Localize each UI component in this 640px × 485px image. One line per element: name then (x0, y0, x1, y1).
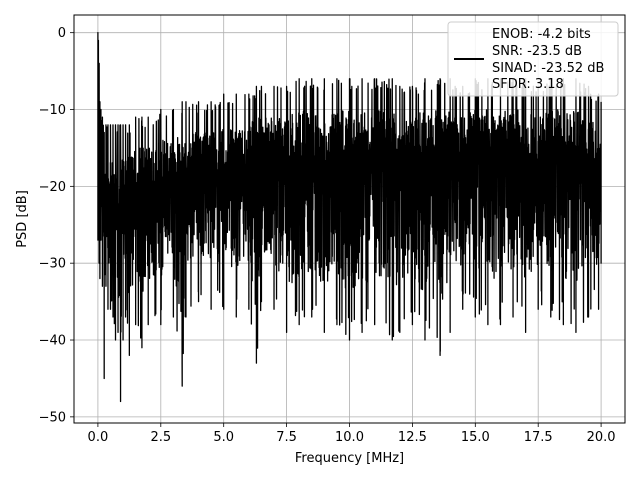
y-tick-label: −20 (39, 180, 66, 195)
x-tick-label: 10.0 (335, 430, 364, 445)
legend-entry-enob: ENOB: -4.2 bits (492, 27, 591, 42)
x-tick-label: 15.0 (461, 430, 490, 445)
legend-entry-sinad: SINAD: -23.52 dB (492, 61, 604, 76)
legend-entry-snr: SNR: -23.5 dB (492, 44, 582, 59)
x-axis-label: Frequency [MHz] (295, 451, 404, 466)
y-axis-ticks: 0 −10 −20 −30 −40 −50 (39, 26, 74, 425)
y-tick-label: 0 (58, 26, 66, 41)
x-tick-label: 0.0 (88, 430, 109, 445)
x-tick-label: 12.5 (398, 430, 427, 445)
x-tick-label: 17.5 (524, 430, 553, 445)
y-tick-label: −50 (39, 410, 66, 425)
x-tick-label: 7.5 (276, 430, 297, 445)
legend-entry-sfdr: SFDR: 3.18 (492, 77, 564, 92)
x-tick-label: 20.0 (587, 430, 616, 445)
data-series (97, 32, 602, 403)
x-tick-label: 2.5 (150, 430, 171, 445)
legend-box (447, 21, 619, 97)
y-tick-label: −30 (39, 257, 66, 272)
psd-series-line (97, 32, 602, 403)
x-axis-ticks: 0.0 2.5 5.0 7.5 10.0 12.5 15.0 17.5 20.0 (88, 423, 616, 445)
legend: ENOB: -4.2 bits SNR: -23.5 dB SINAD: -23… (447, 21, 619, 97)
y-tick-label: −10 (39, 103, 66, 118)
y-tick-label: −40 (39, 334, 66, 349)
x-tick-label: 5.0 (213, 430, 234, 445)
y-axis-label: PSD [dB] (15, 190, 30, 248)
